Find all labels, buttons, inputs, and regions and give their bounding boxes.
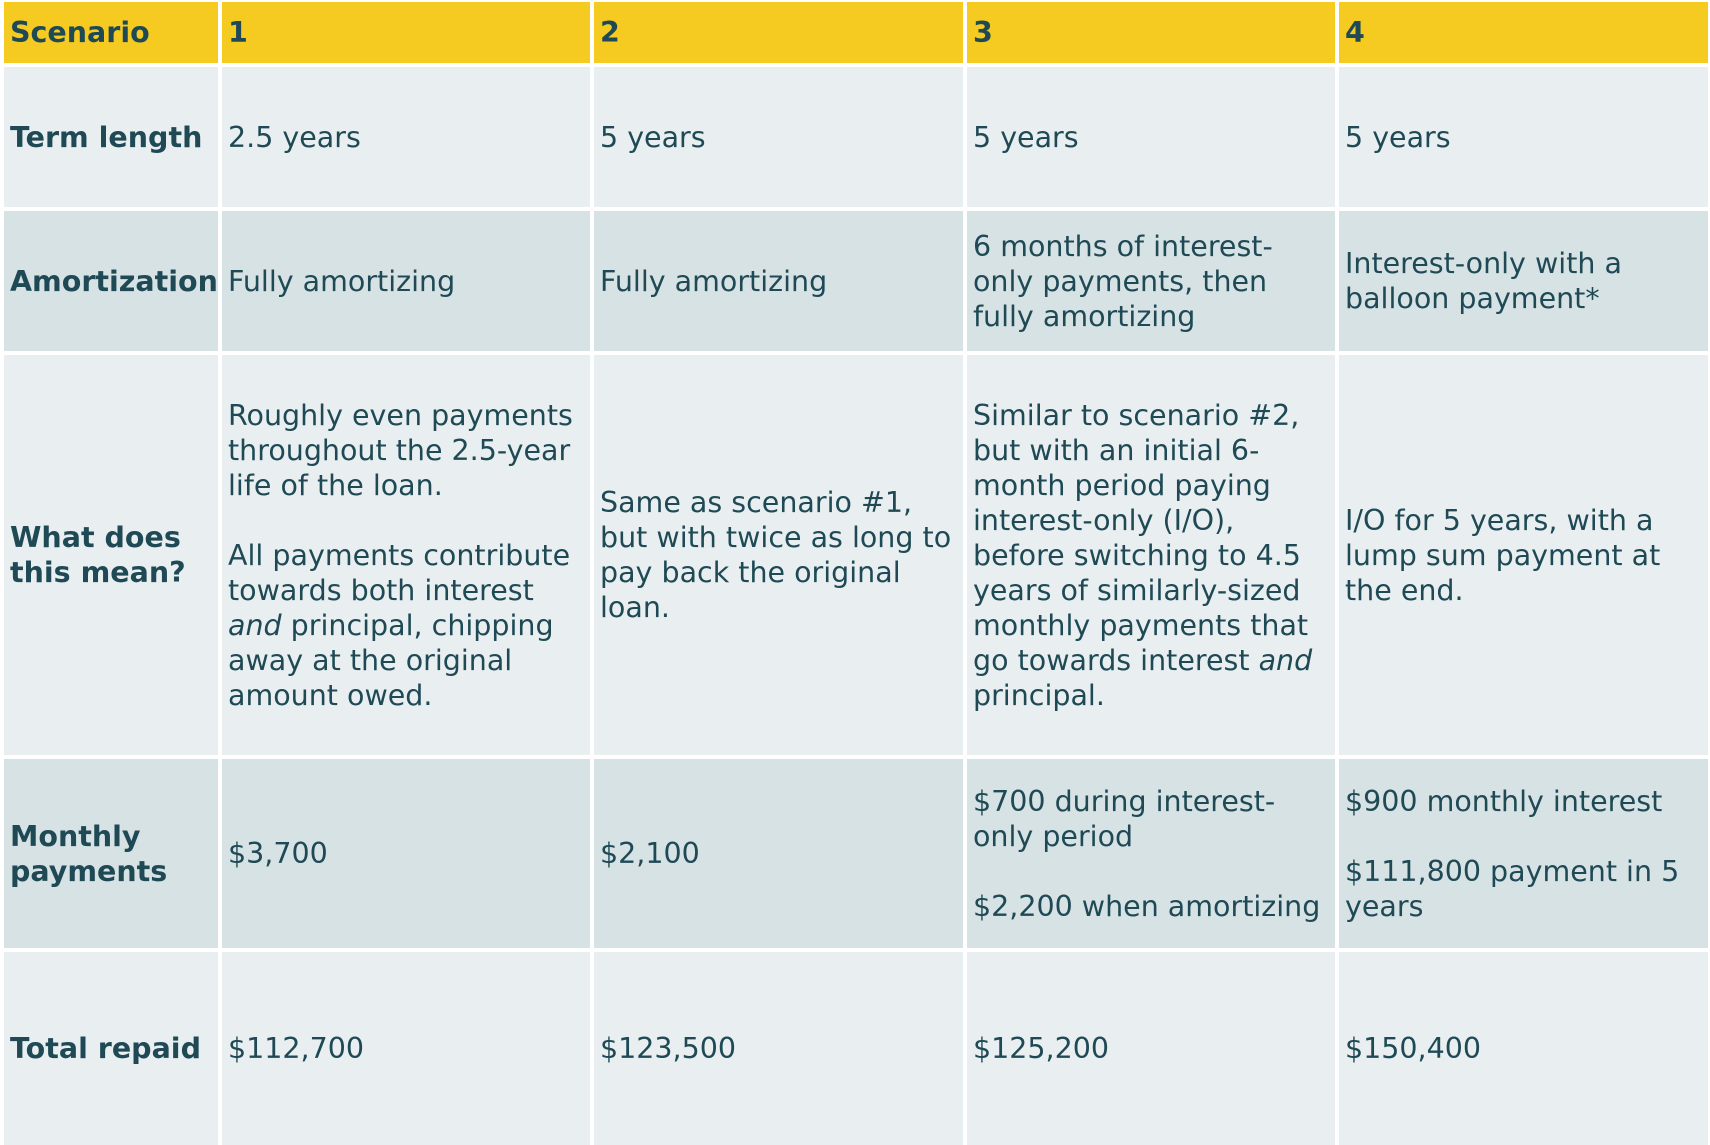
- monthly-payments-s4-paragraph-1: $900 monthly interest: [1345, 784, 1663, 818]
- meaning-s1-p2-part-a: All payments contribute towards both int…: [228, 538, 571, 607]
- amortization-s2: Fully amortizing: [594, 211, 963, 351]
- total-repaid-label: Total repaid: [10, 1032, 201, 1065]
- row-label-what-does-this-mean: What does this mean?: [4, 355, 218, 755]
- monthly-payments-s1-text: $3,700: [228, 837, 328, 870]
- amortization-s4-text: Interest-only with a balloon payment*: [1345, 247, 1622, 315]
- monthly-payments-s3-paragraph-2: $2,200 when amortizing: [973, 889, 1321, 923]
- header-scenario-label: Scenario: [4, 2, 218, 63]
- meaning-s1-paragraph-2: All payments contribute towards both int…: [228, 538, 584, 713]
- header-scenario-1-text: 1: [228, 16, 248, 49]
- amortization-s2-text: Fully amortizing: [600, 264, 828, 298]
- header-scenario-4-text: 4: [1345, 16, 1365, 49]
- monthly-payments-s3-paragraph-1: $700 during interest-only period: [973, 784, 1276, 853]
- term-length-s1-text: 2.5 years: [228, 120, 361, 154]
- monthly-payments-s1: $3,700: [222, 759, 590, 948]
- total-repaid-s1-text: $112,700: [228, 1032, 364, 1065]
- amortization-s3-text: 6 months of interest-only payments, then…: [973, 229, 1273, 333]
- term-length-s1: 2.5 years: [222, 67, 590, 207]
- meaning-s3-text: Similar to scenario #2, but with an init…: [973, 398, 1329, 713]
- header-scenario-4: 4: [1339, 2, 1708, 63]
- total-repaid-s3: $125,200: [967, 952, 1335, 1145]
- total-repaid-s1: $112,700: [222, 952, 590, 1145]
- meaning-s4: I/O for 5 years, with a lump sum payment…: [1339, 355, 1708, 755]
- loan-scenarios-table: Scenario 1 2 3 4 Term length 2.5 years 5…: [4, 2, 1708, 1145]
- meaning-s1-p2-emphasis: and: [228, 608, 282, 642]
- monthly-payments-s4: $900 monthly interest $111,800 payment i…: [1339, 759, 1708, 948]
- total-repaid-s2-text: $123,500: [600, 1032, 736, 1065]
- term-length-s2: 5 years: [594, 67, 963, 207]
- header-scenario-2-text: 2: [600, 16, 620, 49]
- term-length-s2-text: 5 years: [600, 120, 706, 154]
- row-label-term-length: Term length: [4, 67, 218, 207]
- meaning-s1: Roughly even payments throughout the 2.5…: [222, 355, 590, 755]
- total-repaid-s4-text: $150,400: [1345, 1032, 1481, 1065]
- meaning-s2: Same as scenario #1, but with twice as l…: [594, 355, 963, 755]
- header-scenario-1: 1: [222, 2, 590, 63]
- monthly-payments-s4-paragraph-2: $111,800 payment in 5 years: [1345, 854, 1680, 923]
- amortization-s4: Interest-only with a balloon payment*: [1339, 211, 1708, 351]
- meaning-s4-text: I/O for 5 years, with a lump sum payment…: [1345, 503, 1661, 607]
- total-repaid-s2: $123,500: [594, 952, 963, 1145]
- amortization-s3: 6 months of interest-only payments, then…: [967, 211, 1335, 351]
- header-scenario-2: 2: [594, 2, 963, 63]
- amortization-s1: Fully amortizing: [222, 211, 590, 351]
- term-length-s3-text: 5 years: [973, 120, 1079, 154]
- monthly-payments-label: Monthly payments: [10, 819, 168, 888]
- term-length-s4: 5 years: [1339, 67, 1708, 207]
- row-label-amortization: Amortization: [4, 211, 218, 351]
- meaning-s3-emphasis: and: [1258, 643, 1313, 677]
- term-length-s3: 5 years: [967, 67, 1335, 207]
- meaning-s3-part-b: principal.: [973, 678, 1105, 712]
- amortization-s1-text: Fully amortizing: [228, 264, 456, 298]
- meaning-s1-p2-part-b: principal, chipping away at the original…: [228, 608, 554, 712]
- meaning-s3-part-a: Similar to scenario #2, but with an init…: [973, 398, 1309, 677]
- meaning-s3: Similar to scenario #2, but with an init…: [967, 355, 1335, 755]
- term-length-s4-text: 5 years: [1345, 120, 1451, 154]
- meaning-s2-text: Same as scenario #1, but with twice as l…: [600, 486, 952, 624]
- monthly-payments-s2: $2,100: [594, 759, 963, 948]
- header-scenario-3-text: 3: [973, 16, 993, 49]
- header-scenario-3: 3: [967, 2, 1335, 63]
- meaning-label: What does this mean?: [10, 521, 186, 589]
- total-repaid-s4: $150,400: [1339, 952, 1708, 1145]
- meaning-s1-paragraph-1: Roughly even payments throughout the 2.5…: [228, 398, 573, 502]
- term-length-label: Term length: [10, 120, 203, 154]
- header-scenario-text: Scenario: [10, 16, 150, 49]
- row-label-monthly-payments: Monthly payments: [4, 759, 218, 948]
- row-label-total-repaid: Total repaid: [4, 952, 218, 1145]
- amortization-label: Amortization: [10, 264, 218, 298]
- total-repaid-s3-text: $125,200: [973, 1032, 1109, 1065]
- monthly-payments-s2-text: $2,100: [600, 837, 700, 870]
- monthly-payments-s3: $700 during interest-only period $2,200 …: [967, 759, 1335, 948]
